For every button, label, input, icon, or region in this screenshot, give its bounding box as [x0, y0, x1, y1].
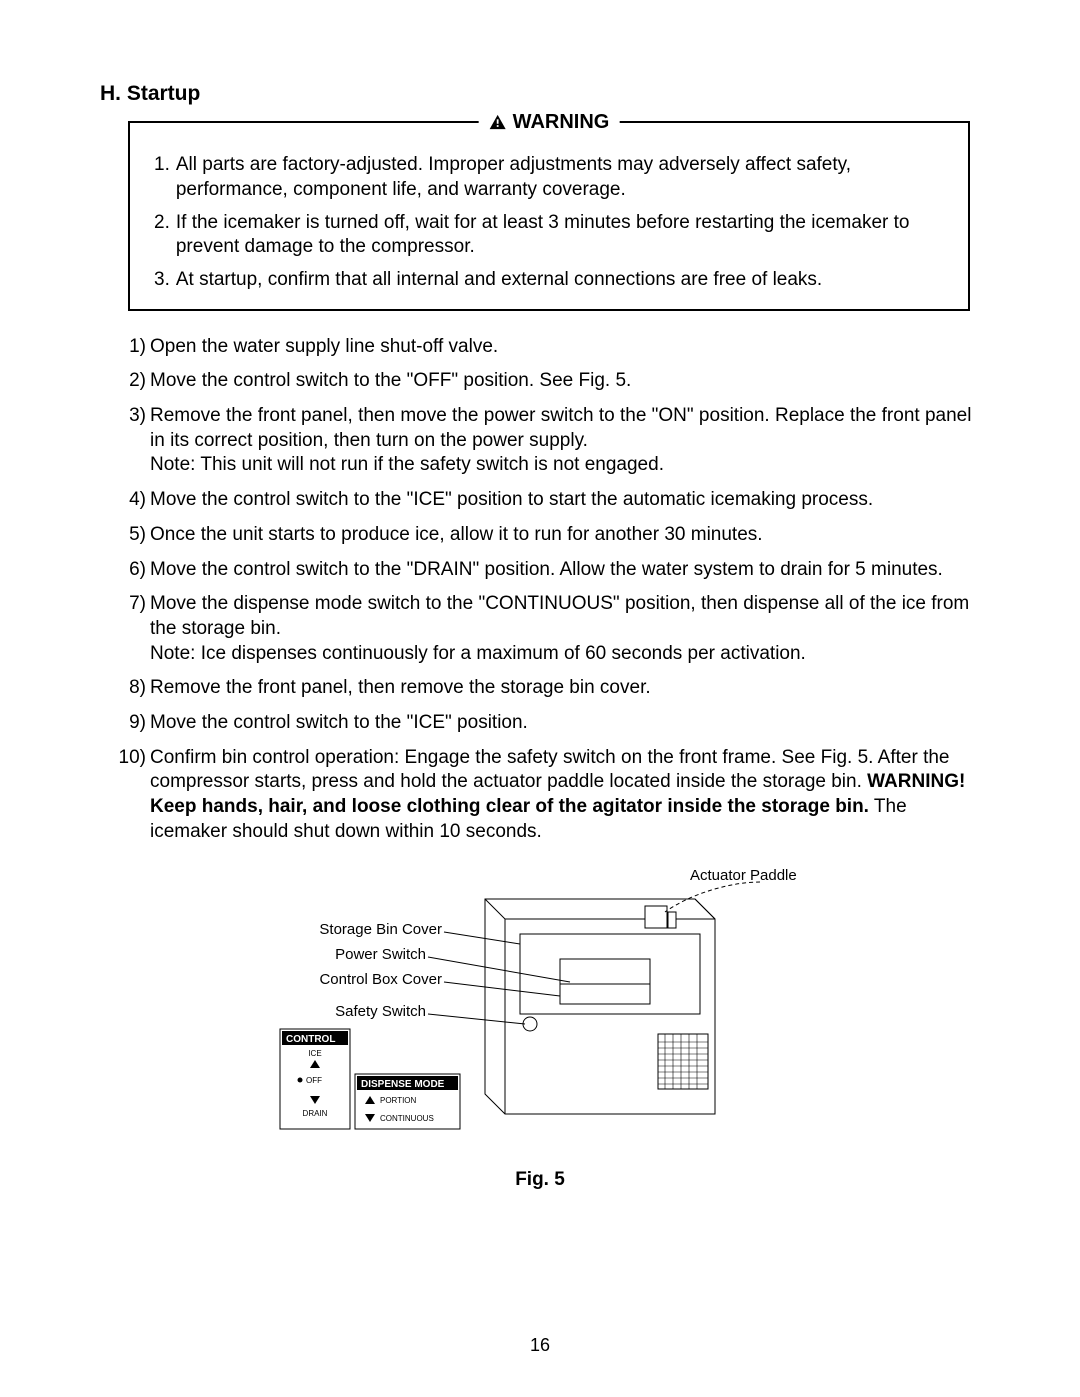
step-text: Open the water supply line shut-off valv…	[150, 335, 980, 360]
warning-item-2: If the icemaker is turned off, wait for …	[176, 211, 944, 260]
control-panel-diagram: CONTROL ICE OFF DRAIN DISPENSE MODE PORT…	[280, 1029, 460, 1129]
step-num: 5)	[100, 523, 146, 548]
warning-text: WARNING	[513, 109, 610, 135]
warning-label: WARNING	[479, 109, 620, 135]
step-num: 1)	[100, 335, 146, 360]
step-num: 7)	[100, 592, 146, 666]
step-text: Remove the front panel, then remove the …	[150, 676, 980, 701]
section-title: H. Startup	[100, 80, 980, 107]
warning-num-2: 2.	[154, 211, 170, 260]
step-text: Once the unit starts to produce ice, all…	[150, 523, 980, 548]
svg-text:CONTINUOUS: CONTINUOUS	[380, 1114, 434, 1123]
warning-num-3: 3.	[154, 268, 170, 293]
callout-storage-bin-cover: Storage Bin Cover	[319, 921, 442, 938]
callout-actuator-paddle: Actuator Paddle	[690, 867, 797, 884]
figure: Storage Bin Cover Power Switch Control B…	[100, 864, 980, 1192]
steps-list: 1)Open the water supply line shut-off va…	[100, 335, 980, 845]
step-text: Confirm bin control operation: Engage th…	[150, 746, 980, 845]
warning-item-1: All parts are factory-adjusted. Improper…	[176, 153, 944, 202]
callout-power-switch: Power Switch	[335, 946, 426, 963]
figure-diagram: Storage Bin Cover Power Switch Control B…	[260, 864, 820, 1154]
svg-text:ICE: ICE	[308, 1049, 321, 1058]
step-num: 10)	[100, 746, 146, 845]
step-num: 3)	[100, 404, 146, 478]
svg-text:PORTION: PORTION	[380, 1096, 417, 1105]
svg-text:CONTROL: CONTROL	[286, 1034, 335, 1045]
step-text: Move the control switch to the "ICE" pos…	[150, 488, 980, 513]
svg-text:DRAIN: DRAIN	[303, 1109, 328, 1118]
warning-num-1: 1.	[154, 153, 170, 202]
page-number: 16	[530, 1334, 550, 1357]
callout-safety-switch: Safety Switch	[335, 1003, 426, 1020]
svg-text:DISPENSE MODE: DISPENSE MODE	[361, 1079, 445, 1090]
step-num: 9)	[100, 711, 146, 736]
svg-text:OFF: OFF	[306, 1076, 322, 1085]
step-num: 6)	[100, 558, 146, 583]
figure-caption: Fig. 5	[100, 1168, 980, 1193]
step-num: 4)	[100, 488, 146, 513]
warning-triangle-icon	[489, 114, 507, 130]
warning-item-3: At startup, confirm that all internal an…	[176, 268, 822, 293]
callout-control-box-cover: Control Box Cover	[319, 971, 442, 988]
step-text: Move the control switch to the "ICE" pos…	[150, 711, 980, 736]
step-num: 8)	[100, 676, 146, 701]
warning-box: WARNING 1.All parts are factory-adjusted…	[128, 121, 970, 310]
step-text: Move the control switch to the "DRAIN" p…	[150, 558, 980, 583]
step-num: 2)	[100, 369, 146, 394]
step-text: Remove the front panel, then move the po…	[150, 404, 980, 478]
step-text: Move the dispense mode switch to the "CO…	[150, 592, 980, 666]
warning-list: 1.All parts are factory-adjusted. Improp…	[154, 153, 944, 292]
step-text: Move the control switch to the "OFF" pos…	[150, 369, 980, 394]
